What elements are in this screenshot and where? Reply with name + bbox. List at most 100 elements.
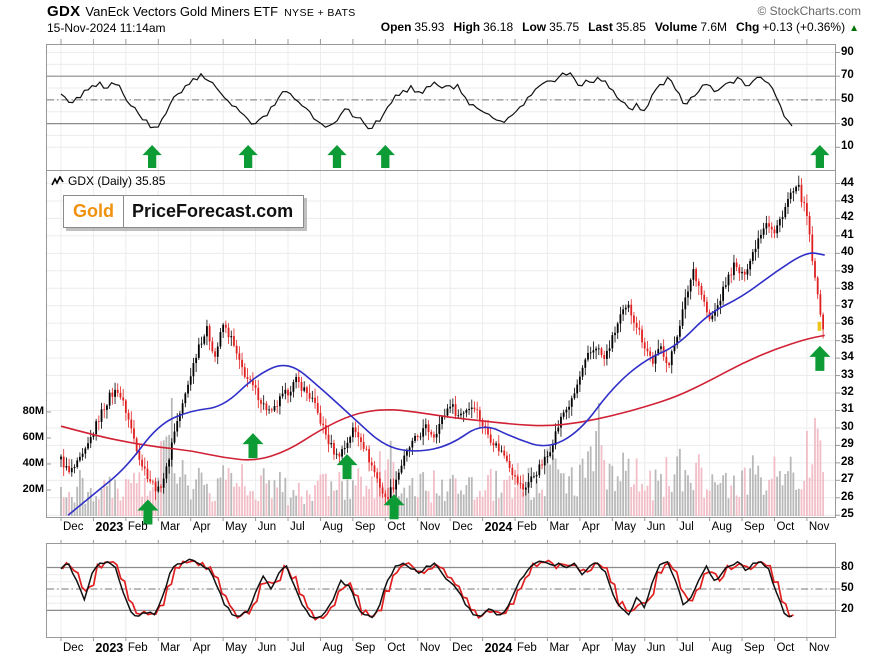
month-label-bottom: Jul (290, 642, 305, 654)
buy-signal-arrow-icon (238, 145, 258, 168)
month-label: Jul (290, 521, 305, 533)
price-volume-panel (46, 170, 840, 525)
month-label: Jun (646, 521, 666, 533)
month-label-bottom: Aug (711, 642, 733, 654)
stoch-axis-label: 50 (841, 581, 854, 594)
month-label-bottom: Apr (192, 642, 211, 654)
month-label: Sep (354, 521, 376, 533)
month-label-bottom: Sep (744, 642, 765, 654)
quote-field-value: 35.93 (414, 20, 445, 34)
change-up-arrow-icon: ▲ (849, 23, 859, 34)
month-label: May (225, 521, 247, 533)
volume-axis-label: 80M (22, 405, 44, 417)
month-label: Aug (711, 521, 733, 533)
exchange-name: NYSE + BATS (284, 7, 356, 19)
month-label: Oct (387, 521, 406, 533)
month-label: Mar (549, 521, 570, 533)
rsi-axis-label: 70 (841, 69, 854, 82)
month-label: Apr (581, 521, 600, 533)
price-axis-label: 37 (841, 298, 854, 311)
month-label: Feb (127, 521, 148, 533)
rsi-axis-label: 30 (841, 116, 854, 129)
volume-axis-label: 20M (22, 483, 44, 495)
month-label-bottom: Sep (354, 642, 376, 654)
instrument-name: VanEck Vectors Gold Miners ETF (85, 4, 279, 19)
price-axis-label: 27 (841, 473, 854, 486)
month-label-bottom: Aug (322, 642, 343, 654)
price-axis-label: 26 (841, 490, 854, 503)
watermark-gold-text: Gold (64, 196, 124, 227)
month-label: Sep (744, 521, 765, 533)
quote-field-label: Chg (736, 20, 760, 34)
rsi-indicator-panel (46, 39, 840, 174)
price-axis-label: 42 (841, 211, 854, 224)
month-label: Mar (160, 521, 181, 533)
month-label: Dec (452, 521, 473, 533)
month-label-bottom: May (225, 642, 247, 654)
price-panel-label-text: GDX (Daily) 35.85 (68, 174, 166, 188)
month-label: Jun (257, 521, 277, 533)
ticker-symbol: GDX (47, 3, 81, 20)
month-label-bottom: Jun (257, 642, 277, 654)
quote-field-label: High (453, 20, 481, 34)
stochastic-panel (46, 540, 840, 641)
month-label: Nov (808, 521, 830, 533)
stoch-axis-label: 20 (841, 603, 854, 616)
buy-signal-arrow-icon (383, 494, 405, 520)
month-label-bottom: 2023 (95, 641, 124, 655)
month-label-bottom: May (614, 642, 637, 654)
rsi-axis-label: 10 (841, 140, 854, 153)
buy-signal-arrow-icon (336, 454, 358, 480)
price-axis-label: 38 (841, 281, 854, 294)
rsi-axis-label: 50 (841, 92, 854, 105)
buy-signal-arrow-icon (810, 145, 830, 168)
month-label: Feb (517, 521, 537, 533)
price-plot (47, 171, 840, 525)
month-label-bottom: Apr (581, 642, 600, 654)
stochastic-plot (47, 540, 840, 641)
month-label-bottom: Jul (679, 642, 694, 654)
buy-signal-arrow-icon (809, 345, 831, 371)
month-label: Oct (776, 521, 795, 533)
month-label: May (614, 521, 637, 533)
price-axis-label: 35 (841, 333, 854, 346)
quote-field-value: 36.18 (483, 20, 514, 34)
price-axis-label: 44 (841, 176, 854, 189)
month-label-bottom: Mar (549, 642, 570, 654)
quote-summary-row: Open 35.93 High 36.18 Low 35.75 Last 35.85 Volum… (372, 20, 859, 34)
month-label: 2024 (484, 520, 513, 534)
chart-type-icon (51, 175, 64, 185)
price-axis-label: 30 (841, 420, 854, 433)
month-label: Aug (322, 521, 343, 533)
price-axis-label: 34 (841, 351, 854, 364)
price-axis-label: 31 (841, 403, 854, 416)
volume-axis-label: 40M (22, 457, 44, 469)
quote-field-value: 7.6M (700, 20, 728, 34)
month-label-bottom: Oct (776, 642, 795, 654)
month-label-bottom: Dec (63, 642, 84, 654)
quote-field-value: +0.13 (+0.36%) (762, 20, 846, 34)
rsi-plot (47, 39, 840, 174)
stockcharts-copyright-link[interactable]: © StockCharts.com (757, 4, 861, 18)
price-axis-label: 33 (841, 368, 854, 381)
buy-signal-arrow-icon (242, 433, 264, 459)
price-axis-label: 28 (841, 455, 854, 468)
volume-axis-label: 60M (22, 431, 44, 443)
quote-field-label: Volume (654, 20, 698, 34)
month-label-bottom: Mar (160, 642, 181, 654)
month-label-bottom: Nov (419, 642, 441, 654)
buy-signal-arrow-icon (327, 145, 347, 168)
price-panel-label: GDX (Daily) 35.85 (51, 174, 165, 188)
rsi-axis-label: 90 (841, 45, 854, 58)
month-label: Nov (419, 521, 441, 533)
quote-field-label: Last (588, 20, 613, 34)
month-label: Jul (679, 521, 694, 533)
watermark-logo: Gold PriceForecast.com (63, 195, 305, 228)
month-label-bottom: Nov (808, 642, 830, 654)
month-label-bottom: Feb (127, 642, 148, 654)
stoch-axis-label: 80 (841, 560, 854, 573)
month-label: Apr (192, 521, 211, 533)
quote-field-value: 35.85 (615, 20, 646, 34)
quote-field-label: Low (522, 20, 547, 34)
